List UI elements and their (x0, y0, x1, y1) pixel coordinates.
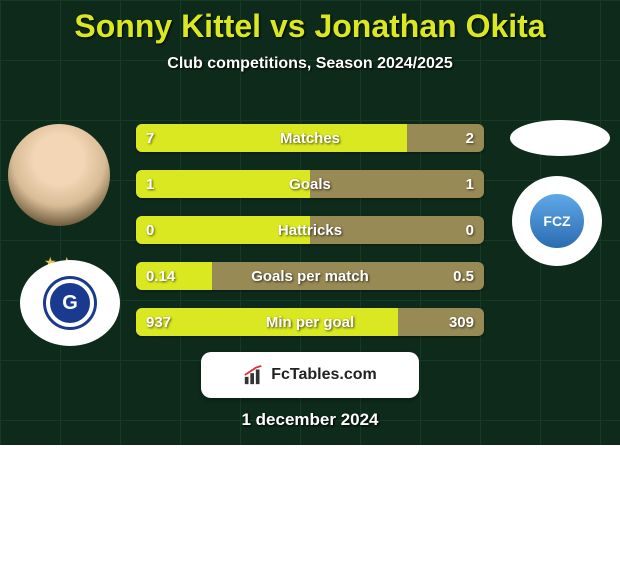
stat-bars: 7Matches2 1Goals1 0Hattricks0 0.14Goals per… (136, 124, 484, 354)
fctables-logo-text: FcTables.com (271, 366, 377, 384)
stat-label: Goals (136, 170, 484, 198)
player-left-avatar (8, 124, 110, 226)
infographic-content: Sonny Kittel vs Jonathan Okita Club comp… (0, 0, 620, 580)
stat-row: 0.14Goals per match0.5 (136, 262, 484, 290)
stat-value-right: 2 (466, 124, 474, 152)
stat-label: Min per goal (136, 308, 484, 336)
page-title: Sonny Kittel vs Jonathan Okita (0, 0, 620, 45)
stat-row: 937Min per goal309 (136, 308, 484, 336)
stat-label: Hattricks (136, 216, 484, 244)
stat-row: 1Goals1 (136, 170, 484, 198)
player-right-avatar (510, 120, 610, 156)
stat-value-right: 0 (466, 216, 474, 244)
chart-icon (243, 364, 265, 386)
stat-value-right: 1 (466, 170, 474, 198)
stat-row: 7Matches2 (136, 124, 484, 152)
club-right-abbrev: FCZ (527, 191, 587, 251)
page-subtitle: Club competitions, Season 2024/2025 (0, 55, 620, 73)
stat-label: Goals per match (136, 262, 484, 290)
stat-value-right: 0.5 (453, 262, 474, 290)
fctables-logo-box: FcTables.com (201, 352, 419, 398)
club-left-badge: G (20, 260, 120, 346)
stat-label: Matches (136, 124, 484, 152)
stat-value-right: 309 (449, 308, 474, 336)
club-right-badge: FCZ (512, 176, 602, 266)
stat-row: 0Hattricks0 (136, 216, 484, 244)
club-left-abbrev: G (46, 279, 94, 327)
infographic-date: 1 december 2024 (0, 410, 620, 430)
